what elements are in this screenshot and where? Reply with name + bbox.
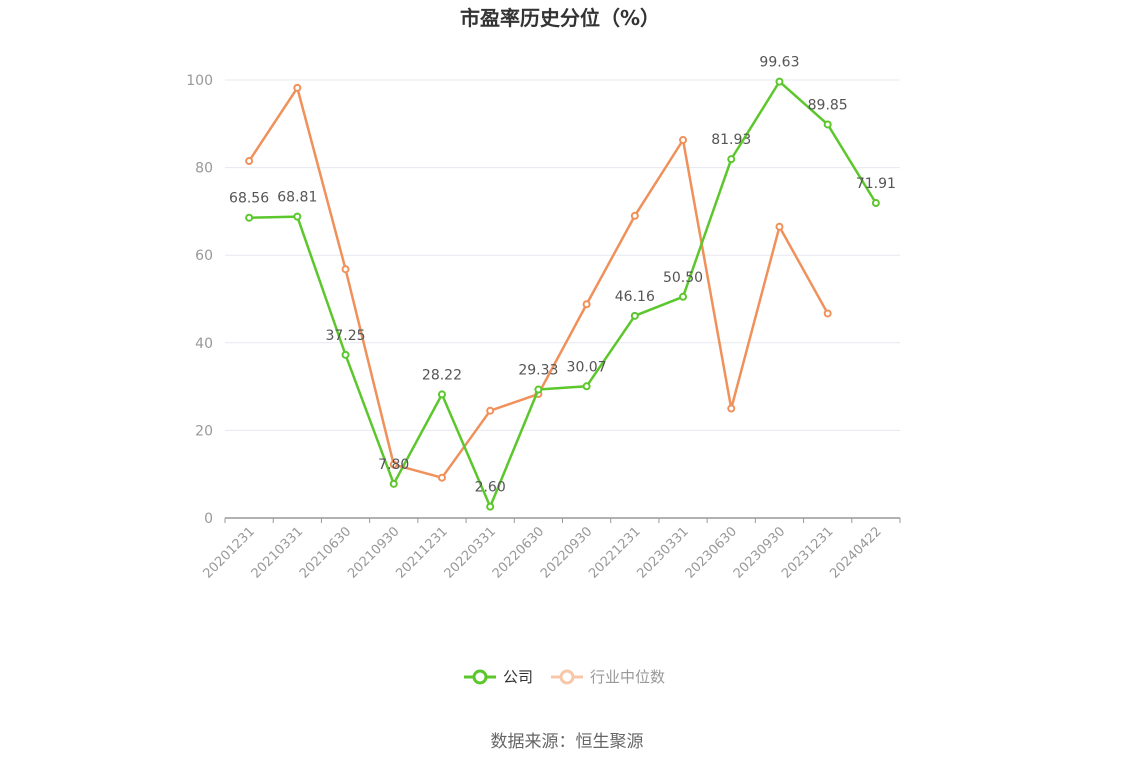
data-point-company[interactable] — [534, 385, 543, 394]
data-point-industry[interactable] — [775, 222, 784, 231]
x-tick-label: 20210630 — [297, 524, 354, 581]
series-layer — [245, 77, 880, 511]
data-point-company[interactable] — [727, 155, 736, 164]
y-tick-label: 0 — [204, 511, 213, 527]
data-point-industry[interactable] — [582, 300, 591, 309]
x-tick-label: 20240422 — [827, 524, 884, 581]
data-label-company: 71.91 — [856, 176, 896, 192]
data-point-company[interactable] — [823, 120, 832, 129]
legend-marker-company — [472, 669, 488, 685]
data-point-company[interactable] — [582, 382, 591, 391]
data-point-industry[interactable] — [389, 460, 398, 469]
data-point-company[interactable] — [293, 212, 302, 221]
data-label-company: 30.07 — [567, 359, 607, 375]
grid-lines — [225, 79, 900, 431]
legend-marker-industry — [559, 669, 575, 685]
data-label-company: 28.22 — [422, 367, 462, 383]
data-point-company[interactable] — [679, 292, 688, 301]
y-tick-label: 80 — [195, 161, 213, 177]
data-label-company: 7.80 — [378, 457, 409, 473]
legend-label-company: 公司 — [503, 668, 533, 686]
data-point-company[interactable] — [437, 390, 446, 399]
legend-label-industry: 行业中位数 — [590, 668, 665, 686]
data-point-industry[interactable] — [486, 406, 495, 415]
data-label-company: 29.33 — [518, 363, 558, 379]
data-label-company: 99.63 — [759, 55, 799, 71]
x-tick-label: 20220630 — [490, 524, 547, 581]
x-tick-label: 20230630 — [683, 524, 740, 581]
y-tick-label: 40 — [195, 336, 213, 352]
data-point-industry[interactable] — [293, 83, 302, 92]
data-label-company: 68.81 — [277, 190, 317, 206]
x-tick-label: 20210331 — [249, 524, 306, 581]
data-point-industry[interactable] — [727, 404, 736, 413]
data-point-industry[interactable] — [630, 211, 639, 220]
data-point-industry[interactable] — [823, 309, 832, 318]
data-label-company: 46.16 — [615, 289, 655, 305]
y-tick-label: 60 — [195, 248, 213, 264]
x-tick-label: 20201231 — [201, 524, 258, 581]
data-label-company: 68.56 — [229, 191, 269, 207]
data-label-company: 81.93 — [711, 132, 751, 148]
x-tick-label: 20211231 — [393, 524, 450, 581]
legend[interactable]: 公司 行业中位数 — [464, 668, 665, 686]
data-label-company: 2.60 — [475, 480, 506, 496]
data-point-company[interactable] — [775, 77, 784, 86]
data-point-company[interactable] — [630, 311, 639, 320]
x-tick-label: 20220930 — [538, 524, 595, 581]
data-label-company: 50.50 — [663, 270, 703, 286]
x-tick-label: 20221231 — [586, 524, 643, 581]
data-source-note: 数据来源：恒生聚源 — [491, 732, 644, 752]
legend-item-company[interactable]: 公司 — [464, 668, 533, 686]
data-point-industry[interactable] — [245, 157, 254, 166]
x-tick-label: 20230930 — [731, 524, 788, 581]
x-tick-label: 20210930 — [345, 524, 402, 581]
data-point-industry[interactable] — [679, 136, 688, 145]
data-point-company[interactable] — [341, 350, 350, 359]
series-line-company — [249, 80, 877, 508]
x-tick-label: 20230331 — [634, 524, 691, 581]
legend-item-industry[interactable]: 行业中位数 — [551, 668, 665, 686]
data-labels: 68.56 68.81 37.25 7.80 28.22 2.60 29.33 30.07 46… — [229, 55, 896, 496]
data-point-industry[interactable] — [341, 265, 350, 274]
chart-title: 市盈率历史分位（%） — [460, 6, 660, 30]
data-point-industry[interactable] — [437, 473, 446, 482]
data-label-company: 37.25 — [325, 328, 365, 344]
x-tick-label: 20220331 — [442, 524, 499, 581]
data-label-company: 89.85 — [808, 97, 848, 113]
data-point-company[interactable] — [486, 502, 495, 511]
x-axis: 2020123120210331202106302021093020211231… — [201, 517, 901, 582]
y-tick-label: 20 — [195, 423, 213, 439]
y-tick-label: 100 — [186, 73, 213, 89]
data-point-company[interactable] — [389, 479, 398, 488]
x-tick-label: 20231231 — [779, 524, 836, 581]
data-point-company[interactable] — [871, 199, 880, 208]
y-axis: 0 20 40 60 80 100 — [186, 73, 213, 527]
data-point-company[interactable] — [245, 213, 254, 222]
